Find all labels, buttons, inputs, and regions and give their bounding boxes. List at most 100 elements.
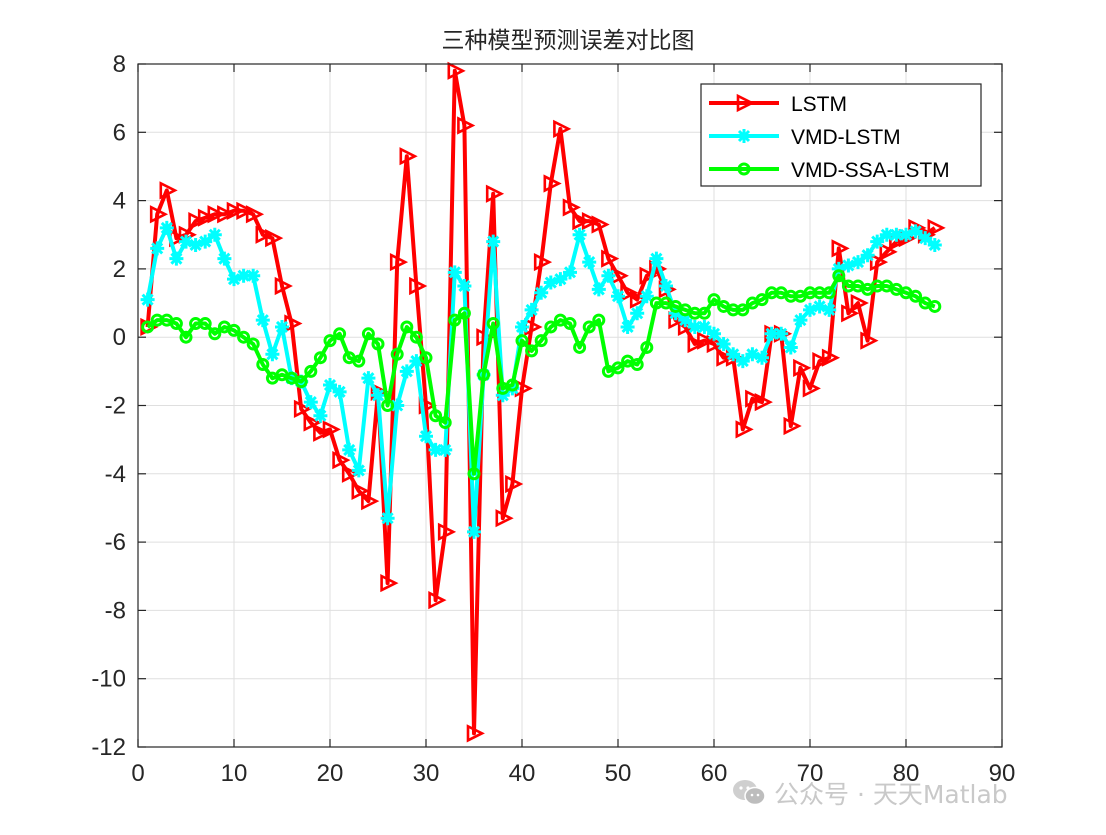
data-point [332,384,347,399]
data-point [707,293,721,307]
y-tick-label: -6 [105,529,126,556]
data-point [467,524,481,539]
legend-label: VMD-SSA-LSTM [791,159,950,182]
data-point [668,306,683,321]
data-point [534,334,548,348]
data-point [582,320,596,334]
data-point [841,304,860,323]
data-point [255,225,274,244]
data-point [485,184,505,203]
data-point [736,93,755,113]
y-tick-label: 0 [113,324,126,351]
data-point [928,299,942,313]
series-vmd-ssa-lstm [141,269,942,481]
data-point [640,340,654,354]
data-point [678,313,693,328]
data-point [217,205,236,224]
data-point [581,211,601,231]
data-point [313,408,328,423]
data-point [850,293,869,313]
data-point [611,289,625,304]
data-point [716,348,735,367]
data-point [495,388,510,403]
data-point [198,234,213,249]
y-axis: -12 -10 -8 -6 -4 -2 0 2 4 6 8 [91,51,1002,761]
data-point [467,467,481,481]
data-point [774,326,789,341]
data-point [418,396,437,415]
data-point [188,237,203,252]
data-point [495,509,514,528]
data-point [736,303,750,317]
series-vmd-lstm [140,220,942,539]
data-point [697,319,712,334]
data-point [140,292,155,307]
data-point [438,442,453,457]
data-point [515,334,529,348]
y-tick-label: -8 [105,597,126,624]
data-point [477,368,491,382]
data-point [237,330,251,344]
data-point [409,276,428,296]
data-point [908,224,923,239]
data-point [927,237,942,252]
data-point [303,395,318,410]
wechat-icon [733,780,766,806]
data-point [591,282,606,297]
y-tick-label: 4 [113,188,126,215]
data-point [754,392,773,412]
data-point [697,306,711,320]
data-point [409,354,424,369]
data-point [265,229,284,248]
data-point [390,398,405,413]
y-tick-label: -10 [91,666,126,693]
data-point [428,442,443,457]
data-point [294,375,308,389]
x-tick-label: 70 [797,760,824,787]
data-point [332,451,351,470]
data-point [841,258,856,273]
data-point [620,319,635,334]
data-point [851,255,865,270]
data-point [755,350,769,365]
data-point [573,340,587,354]
data-point [639,289,654,304]
series-layer [140,61,946,743]
data-point [419,429,433,444]
data-point [544,320,558,334]
legend: LSTM VMD-LSTM VMD-SSA-LSTM [700,83,982,187]
data-point [803,302,817,317]
data-point [822,302,837,317]
data-point [448,313,462,327]
data-point [275,319,289,334]
series-line [145,68,936,736]
data-point [159,181,178,200]
data-point [822,286,836,300]
data-point [563,265,577,280]
data-point [197,208,217,227]
x-tick-label: 80 [893,760,920,787]
data-point [246,268,261,283]
data-point [245,205,265,224]
x-tick-label: 30 [413,760,440,787]
data-point [169,317,183,331]
y-tick-label: 8 [113,51,126,78]
data-point [649,251,664,266]
x-tick-label: 50 [605,760,632,787]
data-point [879,227,894,242]
data-point [352,354,366,368]
data-point [246,337,260,351]
data-point [380,511,395,526]
data-point [812,352,831,371]
data-point [428,591,447,610]
data-point [486,317,500,331]
data-point [255,313,270,328]
data-point [361,371,376,386]
data-point [534,285,549,300]
data-point [371,388,385,403]
data-point [630,358,644,372]
data-point [323,378,337,393]
data-point [737,162,751,176]
data-point [400,320,414,334]
